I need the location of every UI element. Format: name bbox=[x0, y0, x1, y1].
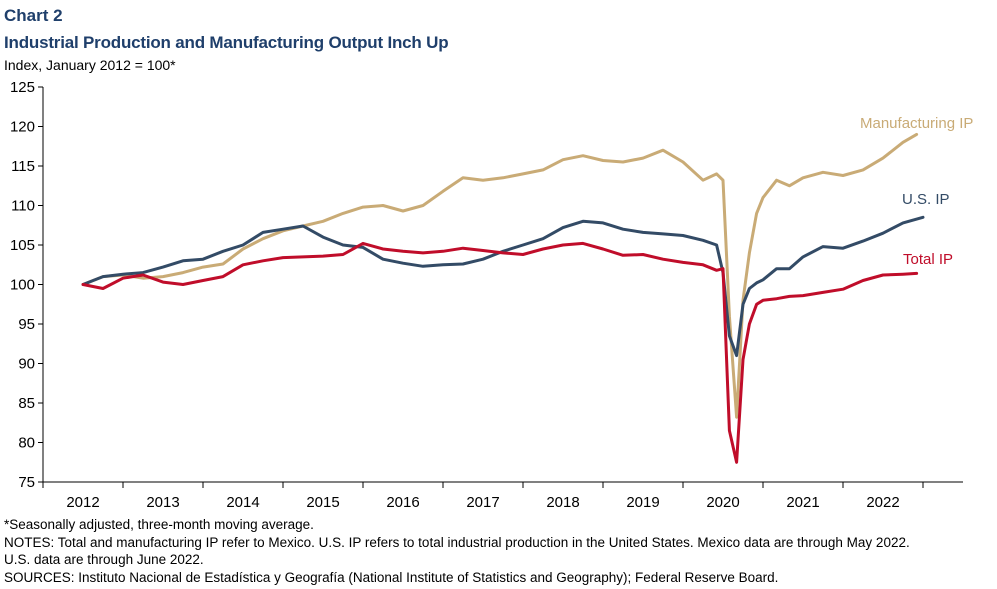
notes-line-2: U.S. data are through June 2022. bbox=[4, 552, 204, 567]
x-tick-label: 2017 bbox=[466, 494, 499, 511]
chart-legend: Manufacturing IP U.S. IP Total IP bbox=[860, 115, 973, 268]
x-tick-label: 2015 bbox=[306, 494, 339, 511]
y-axis-unit-label: Index, January 2012 = 100* bbox=[4, 57, 176, 73]
notes-line-1: NOTES: Total and manufacturing IP refer … bbox=[4, 534, 910, 550]
legend-label-manufacturing-ip: Manufacturing IP bbox=[860, 115, 973, 132]
x-tick-label: 2016 bbox=[386, 494, 419, 511]
y-tick-label: 80 bbox=[18, 435, 35, 452]
x-tick-label: 2019 bbox=[626, 494, 659, 511]
series-line-manufacturing-ip bbox=[81, 132, 919, 419]
series-line-u-s-ip bbox=[81, 215, 925, 358]
series-line-total-ip bbox=[81, 241, 919, 464]
chart-notes: *Seasonally adjusted, three-month moving… bbox=[4, 516, 994, 586]
y-tick-label: 120 bbox=[10, 119, 35, 136]
chart-axes: 75 80 85 90 95 100 105 110 115 120 125 2012 2013 2014… bbox=[10, 79, 963, 511]
y-tick-label: 100 bbox=[10, 277, 35, 294]
x-tick-label: 2022 bbox=[866, 494, 899, 511]
x-tick-label: 2013 bbox=[146, 494, 179, 511]
y-tick-label: 95 bbox=[18, 316, 35, 333]
legend-label-total-ip: Total IP bbox=[903, 251, 953, 268]
y-tick-label: 105 bbox=[10, 237, 35, 254]
y-tick-label: 115 bbox=[11, 158, 35, 175]
sources-note: SOURCES: Instituto Nacional de Estadísti… bbox=[4, 569, 779, 585]
y-tick-label: 75 bbox=[18, 474, 35, 491]
x-tick-label: 2021 bbox=[786, 494, 819, 511]
x-tick-label: 2018 bbox=[546, 494, 579, 511]
x-tick-label: 2020 bbox=[706, 494, 739, 511]
chart-title: Industrial Production and Manufacturing … bbox=[4, 33, 449, 52]
legend-label-u-s-ip: U.S. IP bbox=[902, 191, 950, 208]
y-tick-label: 110 bbox=[11, 198, 35, 215]
x-tick-label: 2012 bbox=[66, 494, 99, 511]
y-tick-label: 85 bbox=[18, 395, 35, 412]
chart-number: Chart 2 bbox=[4, 6, 63, 25]
x-tick-label: 2014 bbox=[226, 494, 259, 511]
y-tick-label: 125 bbox=[10, 79, 35, 96]
chart-series bbox=[81, 132, 925, 464]
y-tick-label: 90 bbox=[18, 356, 35, 373]
asterisk-note: *Seasonally adjusted, three-month moving… bbox=[4, 517, 314, 532]
